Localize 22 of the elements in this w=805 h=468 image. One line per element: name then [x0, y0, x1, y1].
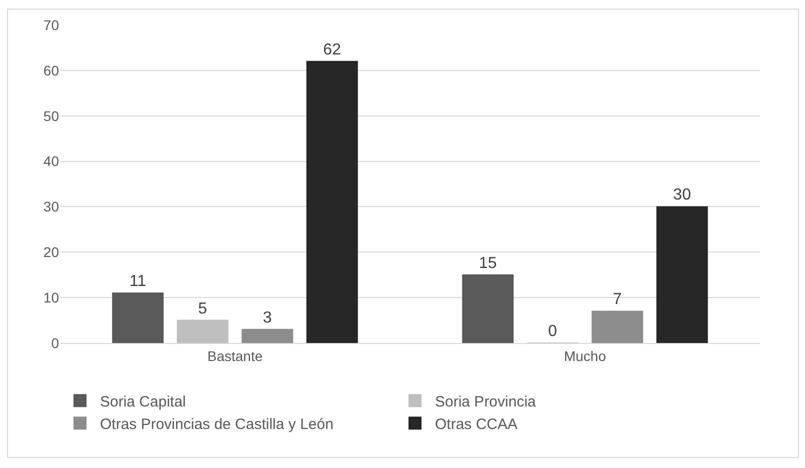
- y-tick-label: 70: [43, 16, 60, 33]
- data-label: 11: [130, 273, 146, 290]
- legend-label: Otras Provincias de Castilla y León: [100, 416, 334, 433]
- y-tick-label: 60: [43, 62, 60, 78]
- legend-label: Soria Capital: [100, 393, 186, 410]
- y-tick-label: 40: [43, 153, 60, 170]
- legend-label: Soria Provincia: [435, 393, 537, 410]
- data-label: 3: [262, 309, 272, 326]
- x-tick-label: Mucho: [564, 348, 606, 364]
- data-label: 62: [323, 41, 342, 58]
- y-tick-label: 30: [43, 198, 60, 215]
- data-label: 5: [198, 300, 208, 318]
- data-label: 7: [612, 291, 622, 308]
- legend-label: Otras CCAA: [435, 416, 518, 433]
- y-tick-label: 50: [43, 108, 60, 124]
- y-tick-label: 10: [43, 289, 60, 306]
- y-tick-label: 0: [51, 334, 60, 351]
- data-label: 0: [548, 323, 558, 340]
- x-tick-label: Bastante: [207, 348, 263, 364]
- y-tick-label: 20: [43, 244, 60, 260]
- data-label: 15: [478, 254, 497, 272]
- data-label: 30: [673, 186, 692, 204]
